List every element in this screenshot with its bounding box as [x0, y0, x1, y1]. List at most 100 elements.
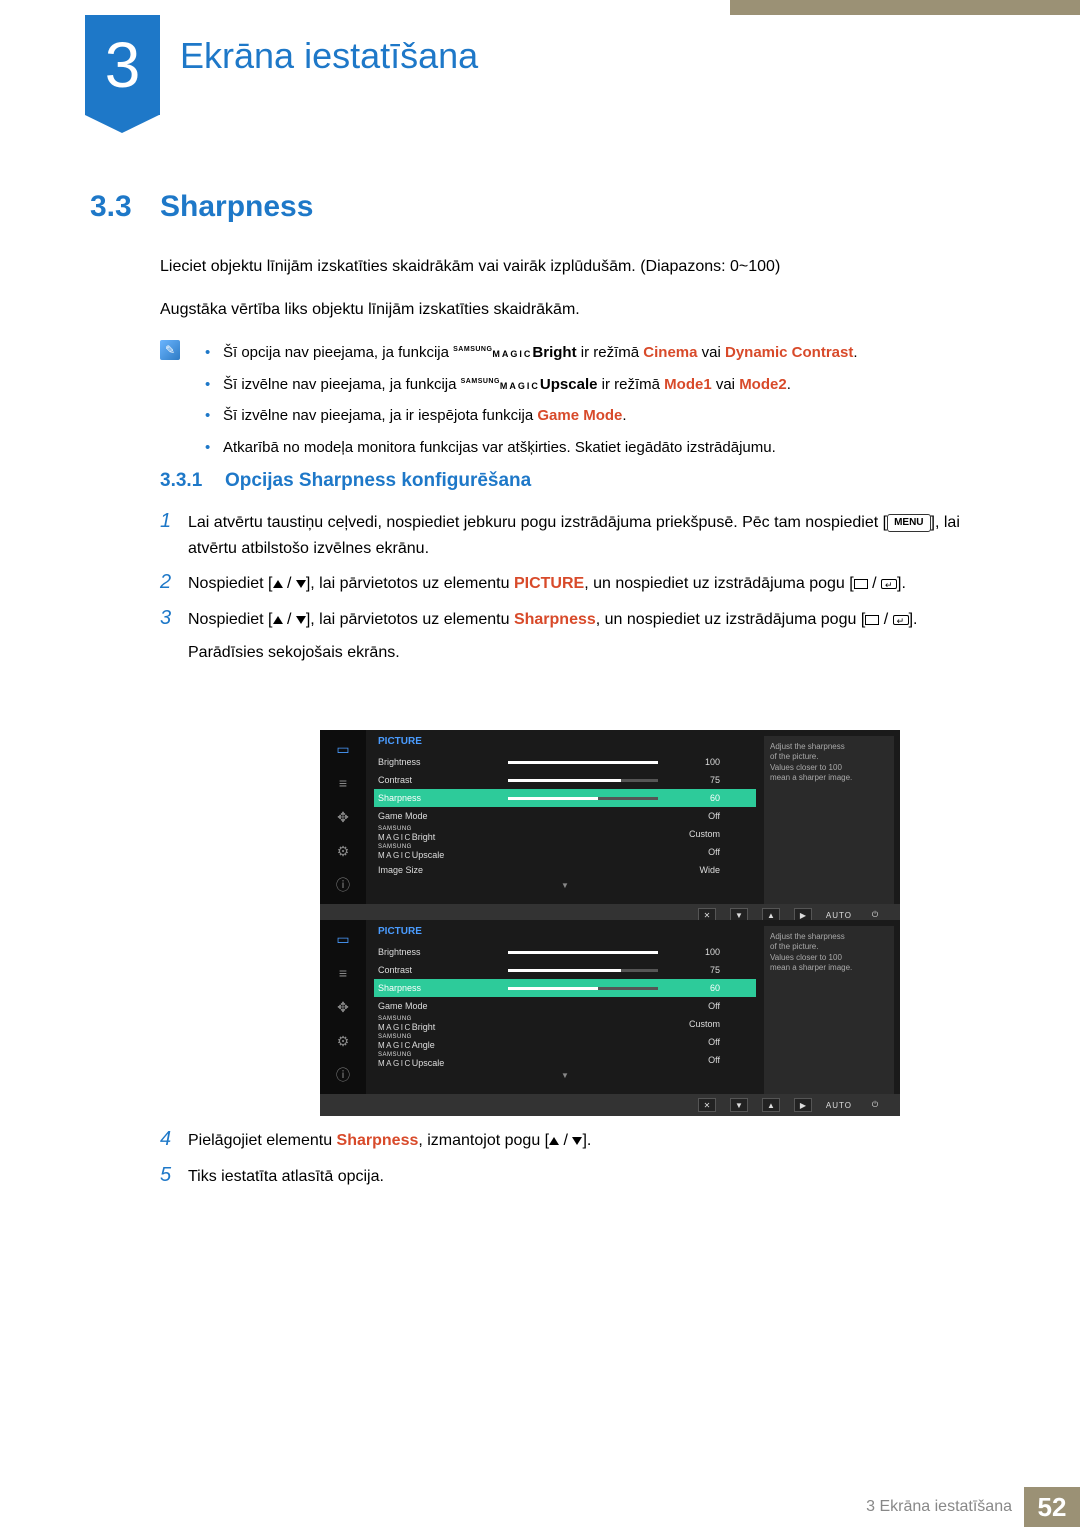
page-number: 52 — [1024, 1487, 1080, 1527]
osd-menu-2: ▭ ≡ ✥ ⚙ ⓘ PICTURE Brightness 100 Contrast 7… — [320, 920, 900, 1116]
intro-paragraph-2: Augstāka vērtība liks objektu līnijām iz… — [160, 298, 980, 322]
osd-row[interactable]: SAMSUNGMAGICBrightCustom — [374, 1015, 756, 1033]
osd-row[interactable]: Game ModeOff — [374, 807, 756, 825]
section-title: Sharpness — [160, 190, 313, 224]
osd-row-value: 75 — [670, 965, 720, 975]
osd-row-value: Wide — [670, 865, 720, 875]
bullet-2: Šī izvēlne nav pieejama, ja funkcija SAM… — [205, 372, 985, 398]
osd-down-button[interactable]: ▼ — [730, 1098, 748, 1112]
osd-row-label: SAMSUNGMAGICUpscale — [378, 844, 508, 860]
bullet-4: Atkarībā no modeļa monitora funkcijas va… — [205, 435, 985, 461]
osd-row-label: SAMSUNGMAGICUpscale — [378, 1052, 508, 1068]
step-5: 5 Tiks iestatīta atlasītā opcija. — [160, 1164, 980, 1190]
osd-row[interactable]: SAMSUNGMAGICUpscale Off — [374, 843, 756, 861]
chapter-title: Ekrāna iestatīšana — [180, 35, 478, 77]
list-icon: ≡ — [332, 774, 354, 792]
move-icon: ✥ — [332, 808, 354, 826]
osd-row[interactable]: SAMSUNGMAGICAngle Off — [374, 1033, 756, 1051]
osd-slider — [508, 797, 658, 800]
osd-row-value: 75 — [670, 775, 720, 785]
step-1: 1 Lai atvērtu taustiņu ceļvedi, nospiedi… — [160, 510, 980, 561]
osd-slider — [508, 969, 658, 972]
osd-row-value: 60 — [670, 983, 720, 993]
osd-row[interactable]: Image Size Wide — [374, 861, 756, 879]
osd-row-label: SAMSUNGMAGICBright — [378, 1016, 508, 1032]
osd-row[interactable]: Brightness 100 — [374, 943, 756, 961]
chapter-badge: 3 — [85, 15, 160, 115]
up-icon — [273, 616, 283, 624]
osd-tooltip: Adjust the sharpness of the picture. Val… — [764, 926, 894, 1094]
osd-content: PICTURE Brightness 100 Contrast 75 Sharpness… — [366, 920, 764, 1094]
enter-icon — [893, 615, 909, 625]
enter-icon — [881, 579, 897, 589]
bullet-3: Šī izvēlne nav pieejama, ja ir iespējota… — [205, 403, 985, 429]
osd-tooltip: Adjust the sharpness of the picture. Val… — [764, 736, 894, 904]
steps-list-continued: 4 Pielāgojiet elementu Sharpness, izmant… — [160, 1128, 980, 1199]
osd-row[interactable]: SAMSUNGMAGICUpscale Off — [374, 1051, 756, 1069]
osd-row-value: Custom — [670, 829, 720, 839]
step-3: 3 Nospiediet [ / ], lai pārvietotos uz e… — [160, 607, 980, 666]
list-icon: ≡ — [332, 964, 354, 982]
osd-row-label: Image Size — [378, 865, 508, 875]
osd-row-label: Brightness — [378, 947, 508, 957]
osd-row[interactable]: Brightness100 — [374, 753, 756, 771]
osd-slider — [508, 987, 658, 990]
osd-row[interactable]: Sharpness 60 — [374, 979, 756, 997]
osd-close-button[interactable]: ✕ — [698, 1098, 716, 1112]
osd-row[interactable]: Contrast 75 — [374, 961, 756, 979]
gear-icon: ⚙ — [332, 1032, 354, 1050]
menu-key: MENU — [887, 514, 930, 532]
osd-up-button[interactable]: ▲ — [762, 1098, 780, 1112]
osd-row-value: 100 — [670, 947, 720, 957]
osd-enter-button[interactable]: ▶ — [794, 1098, 812, 1112]
osd-row-value: 60 — [670, 793, 720, 803]
note-icon: ✎ — [160, 340, 180, 360]
osd-row-value: Off — [670, 1001, 720, 1011]
step-number: 1 — [160, 510, 188, 561]
steps-list: 1 Lai atvērtu taustiņu ceļvedi, nospiedi… — [160, 510, 980, 676]
osd-title: PICTURE — [378, 926, 756, 937]
osd-auto-label: AUTO — [826, 911, 852, 920]
osd-menu-1: ▭ ≡ ✥ ⚙ ⓘ PICTURE Brightness100Contrast7… — [320, 730, 900, 926]
footer-chapter-label: 3 Ekrāna iestatīšana — [866, 1498, 1012, 1516]
down-icon — [572, 1137, 582, 1145]
intro-paragraph-1: Lieciet objektu līnijām izskatīties skai… — [160, 255, 980, 279]
rect-icon — [854, 579, 868, 589]
osd-row[interactable]: Sharpness60 — [374, 789, 756, 807]
osd-row-label: Contrast — [378, 965, 508, 975]
osd-row-label: Contrast — [378, 775, 508, 785]
osd-row-label: Game Mode — [378, 1001, 508, 1011]
osd-row-value: Off — [670, 1037, 720, 1047]
chapter-number: 3 — [105, 28, 141, 102]
osd-row-value: Off — [670, 847, 720, 857]
rect-icon — [865, 615, 879, 625]
osd-row-label: SAMSUNGMAGICBright — [378, 826, 508, 842]
info-icon: ⓘ — [332, 1066, 354, 1084]
section-number: 3.3 — [90, 190, 132, 224]
osd-row-value: Off — [670, 1055, 720, 1065]
osd-scroll-indicator: ▼ — [374, 881, 756, 890]
osd-row-value: Off — [670, 811, 720, 821]
osd-row-label: SAMSUNGMAGICAngle — [378, 1034, 508, 1050]
osd-row-label: Brightness — [378, 757, 508, 767]
osd-row[interactable]: SAMSUNGMAGICBright Custom — [374, 825, 756, 843]
info-icon: ⓘ — [332, 876, 354, 894]
step-2: 2 Nospiediet [ / ], lai pārvietotos uz e… — [160, 571, 980, 597]
note-bullets: Šī opcija nav pieejama, ja funkcija SAMS… — [205, 340, 985, 466]
osd-row[interactable]: Game Mode Off — [374, 997, 756, 1015]
osd-power-button[interactable]: ⏻ — [866, 1098, 884, 1112]
step-number: 3 — [160, 607, 188, 666]
bullet-1: Šī opcija nav pieejama, ja funkcija SAMS… — [205, 340, 985, 366]
osd-row[interactable]: Contrast 75 — [374, 771, 756, 789]
up-icon — [273, 580, 283, 588]
osd-title: PICTURE — [378, 736, 756, 747]
osd-auto-label: AUTO — [826, 1101, 852, 1110]
down-icon — [296, 580, 306, 588]
osd-sidebar: ▭ ≡ ✥ ⚙ ⓘ — [320, 920, 366, 1094]
move-icon: ✥ — [332, 998, 354, 1016]
up-icon — [549, 1137, 559, 1145]
picture-icon: ▭ — [332, 930, 354, 948]
step-number: 2 — [160, 571, 188, 597]
osd-row-label: Sharpness — [378, 983, 508, 993]
osd-slider — [508, 951, 658, 954]
